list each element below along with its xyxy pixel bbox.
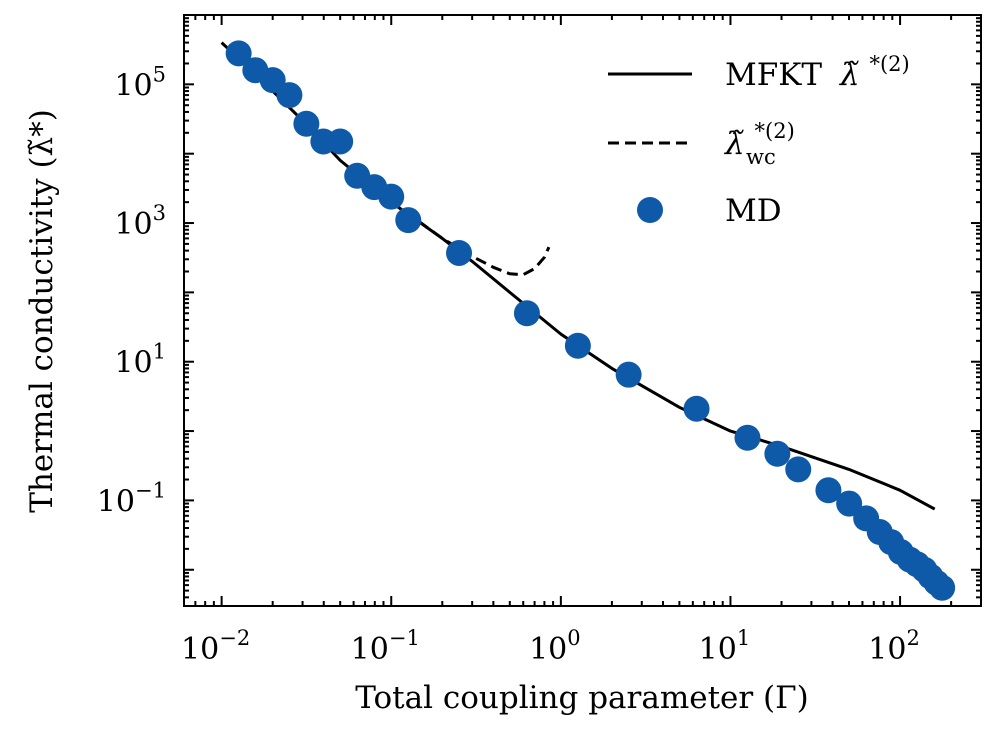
md-point [446,239,473,266]
md-point [293,110,320,137]
plot-frame [183,14,982,607]
x-tick-label: 10−2 [181,626,250,667]
legend-label-md: MD [725,193,782,229]
md-point [764,440,791,467]
legend: MFKT λ̃ *(2) λ̃ *(2) wc MD [608,52,910,229]
md-point [378,183,405,210]
md-point [836,490,863,517]
md-point [785,456,812,483]
x-tick-label: 100 [529,626,581,667]
md-point [259,67,286,94]
y-tick-label: 10−1 [97,478,166,519]
md-point [327,128,354,155]
md-point [564,332,591,359]
y-tick-label: 105 [114,62,166,103]
md-point [815,477,842,504]
x-tick-label: 102 [868,626,920,667]
mfkt-curve [220,41,936,511]
md-point [615,361,642,388]
legend-label-mfkt: MFKT λ̃ *(2) [725,52,910,93]
md-point [683,395,710,422]
md-point [734,424,761,451]
md-point [276,82,303,109]
md-point [929,574,956,601]
y-tick-label: 101 [114,340,166,381]
legend-label-wc: λ̃ *(2) wc [723,110,805,169]
y-tick-label: 103 [114,201,166,242]
wc-curve [390,200,551,277]
md-point [395,207,422,234]
x-axis-label: Total coupling parameter (Γ) [355,680,809,716]
x-tick-label: 101 [699,626,751,667]
legend-marker-md [637,197,663,223]
plot-series [220,40,956,601]
md-point [513,300,540,327]
y-axis-label: Thermal conductivity (λ̃*) [24,109,60,513]
tick-labels: 10−2 10−1 100 101 102 10−1 101 103 105 [97,62,920,667]
md-point [225,40,252,67]
x-tick-label: 10−1 [351,626,420,667]
